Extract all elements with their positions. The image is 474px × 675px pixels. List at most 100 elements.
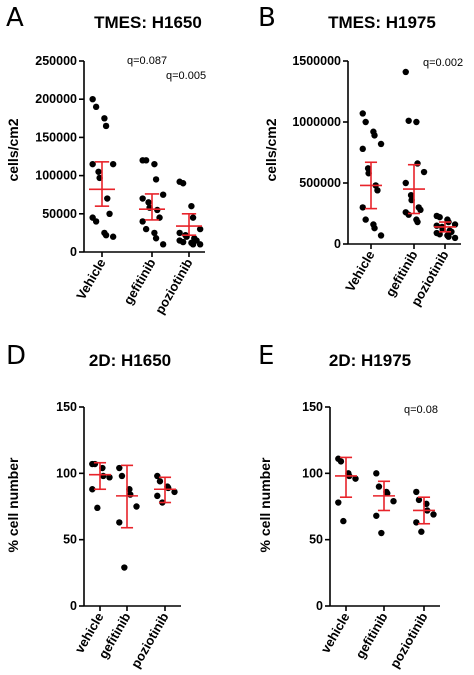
x-tick-label: Vehicle — [342, 248, 377, 294]
data-point — [359, 204, 366, 211]
data-point — [159, 241, 167, 248]
data-point — [365, 170, 372, 177]
data-point — [408, 196, 415, 204]
data-point — [364, 165, 372, 172]
data-point — [189, 214, 197, 221]
data-point — [359, 145, 366, 153]
data-point — [145, 199, 152, 206]
data-point — [375, 483, 383, 490]
data-point — [142, 157, 150, 164]
data-point — [362, 118, 369, 126]
annotation-q-value: q=0.005 — [166, 70, 206, 82]
data-point — [196, 241, 204, 248]
data-point — [95, 168, 102, 175]
x-tick-label: gefitinib — [120, 256, 158, 307]
chart-title: 2D: H1650 — [89, 351, 171, 370]
y-tick-label: 50000 — [42, 207, 77, 221]
data-point — [92, 103, 100, 111]
data-point — [102, 231, 110, 239]
y-axis-label: % cell number — [5, 457, 21, 552]
data-point — [133, 503, 140, 510]
data-point — [189, 241, 197, 248]
data-point — [154, 472, 161, 480]
data-point — [415, 496, 423, 504]
data-point — [154, 492, 161, 500]
data-point — [417, 206, 424, 214]
data-point — [337, 458, 345, 465]
panel-d: D 2D: H1650 % cell number 050100150vehic… — [5, 341, 181, 671]
data-point — [436, 231, 443, 238]
data-point — [139, 218, 146, 225]
y-axis-label: % cell number — [257, 457, 273, 552]
data-point — [106, 210, 113, 217]
data-point — [371, 132, 378, 139]
data-point — [139, 195, 146, 202]
data-point — [91, 460, 99, 468]
data-point — [362, 216, 369, 223]
chart-title: 2D: H1975 — [329, 351, 411, 370]
data-point — [109, 233, 117, 240]
data-point — [377, 140, 385, 148]
data-point — [402, 68, 409, 76]
data-point — [188, 202, 195, 210]
data-point — [439, 226, 446, 233]
data-point — [418, 528, 425, 535]
data-point — [100, 472, 107, 480]
annotation-q-value: q=0.002 — [423, 57, 463, 69]
data-point — [430, 511, 437, 518]
data-point — [196, 225, 204, 233]
data-point — [127, 491, 134, 498]
annotation-q-value: q=0.08 — [404, 404, 438, 416]
annotation-q-value: q=0.087 — [127, 55, 167, 67]
data-point — [116, 464, 123, 472]
data-point — [89, 486, 96, 493]
data-point — [413, 519, 420, 526]
data-point — [390, 497, 397, 505]
x-tick-label: Vehicle — [73, 256, 108, 302]
y-tick-label: 50 — [63, 533, 77, 547]
data-point — [451, 234, 459, 242]
y-tick-label: 1000000 — [292, 115, 341, 129]
y-axis-label: cells/cm2 — [5, 118, 21, 181]
y-axis-label: cells/cm2 — [263, 118, 279, 181]
data-point — [165, 484, 172, 492]
data-point — [89, 96, 96, 103]
data-point — [414, 218, 421, 226]
data-point — [171, 488, 178, 496]
data-point — [413, 118, 420, 126]
data-point — [152, 235, 160, 242]
y-tick-label: 0 — [316, 599, 323, 613]
data-point — [433, 222, 440, 229]
data-point — [142, 225, 150, 233]
y-tick-label: 50 — [309, 533, 323, 547]
panel-e: E 2D: H1975 % cell number q=0.08 0 50 100 1… — [257, 341, 440, 671]
data-point — [106, 474, 113, 481]
data-point — [99, 464, 106, 472]
y-tick-label: 100000 — [35, 169, 77, 183]
y-tick-label: 1500000 — [292, 54, 341, 68]
data-point — [335, 499, 342, 506]
data-point — [405, 117, 412, 124]
chart-title: TMES: H1650 — [94, 13, 202, 32]
data-point — [352, 475, 359, 482]
data-point — [414, 160, 421, 167]
data-point — [407, 192, 415, 199]
y-tick-label: 100 — [302, 466, 323, 480]
data-point — [92, 218, 100, 225]
data-point — [402, 179, 409, 187]
data-point — [373, 470, 380, 477]
data-point — [151, 160, 158, 168]
data-point — [179, 180, 187, 187]
data-point — [104, 195, 111, 202]
panel-label: E — [258, 341, 274, 371]
data-point — [109, 160, 117, 168]
y-tick-label: 150 — [302, 400, 323, 414]
data-point — [102, 122, 110, 130]
data-point — [116, 519, 123, 526]
chart-title: TMES: H1975 — [328, 13, 436, 32]
data-point — [448, 228, 455, 235]
panel-label: B — [258, 3, 276, 33]
x-tick-label: poziotinib — [128, 610, 172, 671]
data-point — [159, 191, 167, 198]
